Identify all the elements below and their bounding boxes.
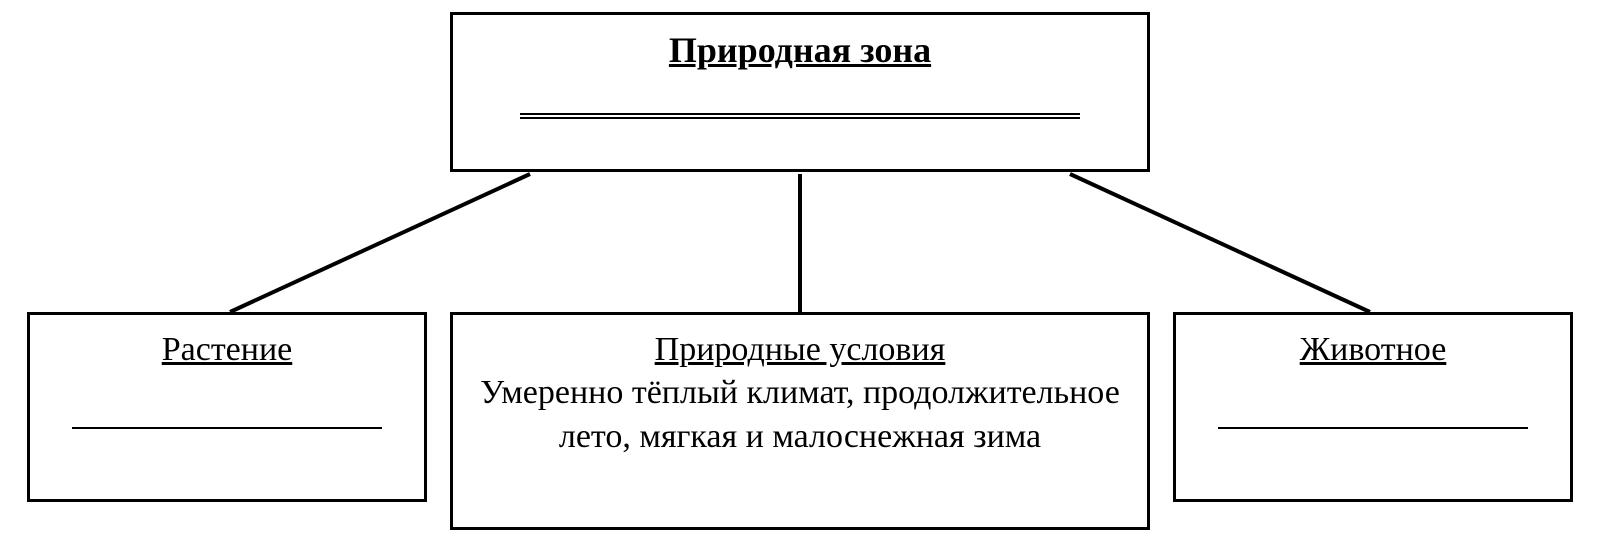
child-node-animal: Животное xyxy=(1173,312,1573,502)
child-title-conditions: Природные условия xyxy=(655,331,946,369)
root-blank-line-2 xyxy=(520,117,1080,119)
child-blank-line-plant xyxy=(72,427,382,429)
child-node-conditions: Природные условия Умеренно тёплый климат… xyxy=(450,312,1150,530)
root-title: Природная зона xyxy=(669,29,931,71)
child-node-plant: Растение xyxy=(27,312,427,502)
child-title-plant: Растение xyxy=(162,331,293,369)
child-title-animal: Животное xyxy=(1300,331,1447,369)
root-node: Природная зона xyxy=(450,12,1150,172)
root-blank-line xyxy=(520,113,1080,115)
child-blank-line-animal xyxy=(1218,427,1528,429)
child-body-conditions: Умеренно тёплый климат, продолжительное … xyxy=(453,371,1147,459)
